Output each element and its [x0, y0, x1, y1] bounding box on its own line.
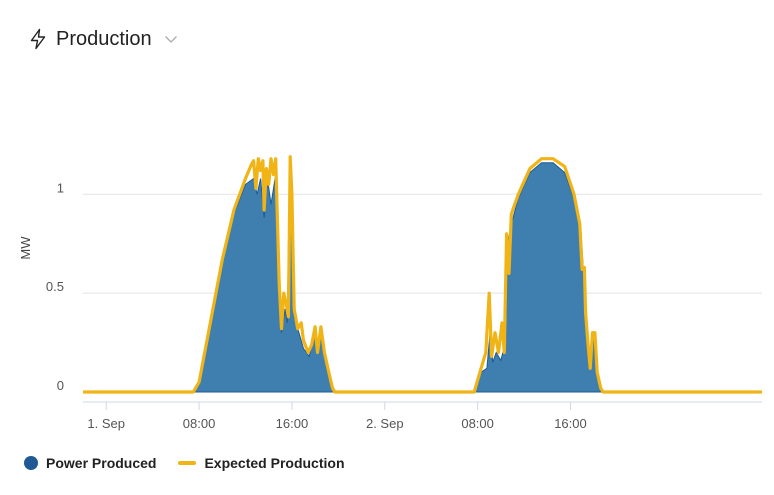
series-power-produced-area	[83, 162, 762, 393]
y-tick-label: 0	[57, 378, 64, 393]
chart-legend: Power Produced Expected Production	[24, 452, 345, 474]
x-tick-label: 08:00	[183, 416, 216, 431]
y-tick-label: 0.5	[46, 279, 64, 294]
x-tick-label: 16:00	[554, 416, 587, 431]
legend-dot-icon	[24, 456, 38, 470]
y-axis: 00.51	[46, 180, 64, 393]
lightning-bolt-icon	[30, 28, 46, 50]
area-layer	[83, 162, 762, 393]
y-tick-label: 1	[57, 180, 64, 195]
legend-line-icon	[178, 461, 197, 465]
production-chart: 1. Sep 08:00 16:00 2. Sep 08:00 16:00 00.51 M…	[18, 155, 762, 431]
x-tick-label: 16:00	[276, 416, 309, 431]
x-axis: 1. Sep 08:00 16:00 2. Sep 08:00 16:00	[83, 401, 762, 431]
legend-label: Power Produced	[46, 455, 157, 471]
grid-layer	[83, 193, 762, 294]
x-tick-label: 2. Sep	[366, 416, 404, 431]
series-expected-production-line	[83, 155, 762, 394]
chevron-down-icon[interactable]	[164, 34, 178, 44]
legend-item-power-produced[interactable]: Power Produced	[24, 455, 156, 471]
legend-label: Expected Production	[204, 455, 345, 471]
page-title: Production	[56, 27, 152, 50]
y-axis-label: MW	[18, 236, 33, 260]
x-tick-label: 1. Sep	[87, 416, 125, 431]
line-layer	[83, 155, 762, 394]
legend-item-expected-production[interactable]: Expected Production	[178, 455, 345, 471]
chart-header[interactable]: Production	[28, 24, 178, 54]
x-tick-label: 08:00	[461, 416, 494, 431]
